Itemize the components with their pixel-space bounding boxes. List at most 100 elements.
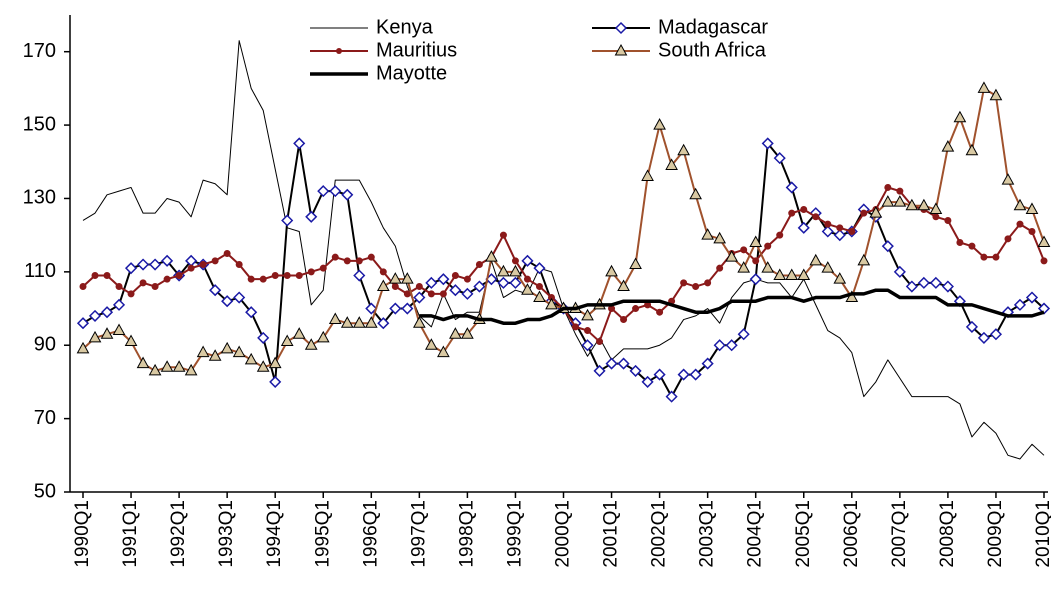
marker (989, 328, 1003, 341)
marker (317, 185, 330, 198)
marker (716, 264, 724, 272)
marker (245, 306, 258, 319)
y-tick-label: 110 (24, 260, 56, 282)
marker (88, 309, 102, 322)
marker (929, 202, 943, 214)
marker (929, 276, 942, 289)
marker (857, 253, 871, 266)
marker (689, 368, 702, 381)
marker (917, 198, 931, 211)
x-tick-label: 2001Q1 (601, 500, 622, 568)
x-tick-label: 1997Q1 (408, 500, 429, 568)
marker (355, 257, 363, 265)
marker (425, 338, 438, 350)
marker (764, 242, 772, 250)
x-tick-label: 1993Q1 (216, 500, 237, 568)
marker (965, 143, 979, 156)
marker (91, 272, 99, 280)
x-tick-label: 2000Q1 (553, 500, 574, 568)
marker (196, 345, 210, 358)
x-tick-label: 1991Q1 (120, 500, 141, 568)
marker (713, 231, 727, 244)
marker (365, 302, 378, 315)
marker (1004, 235, 1012, 243)
marker (497, 276, 510, 289)
marker (893, 265, 906, 278)
x-tick-label: 2008Q1 (937, 500, 958, 568)
marker (535, 283, 543, 291)
marker (340, 316, 354, 328)
marker (941, 140, 955, 152)
series-line (82, 87, 1045, 372)
marker (292, 327, 306, 339)
marker (187, 264, 195, 272)
marker (485, 250, 498, 262)
legend-label: Kenya (376, 16, 434, 38)
marker (499, 231, 507, 239)
y-tick-label: 70 (34, 407, 56, 429)
marker (88, 330, 102, 343)
marker (737, 261, 751, 273)
legend-marker (614, 21, 628, 35)
marker (293, 137, 306, 150)
marker (677, 143, 690, 156)
marker (773, 152, 786, 165)
marker (773, 268, 787, 281)
marker (341, 188, 354, 201)
marker (235, 261, 243, 269)
marker (449, 327, 462, 339)
marker (280, 334, 294, 347)
marker (533, 290, 546, 303)
marker (283, 272, 291, 280)
legend-label: Mayotte (376, 62, 447, 84)
marker (545, 297, 558, 310)
marker (449, 284, 462, 297)
x-tick-label: 1998Q1 (456, 500, 477, 568)
marker (884, 183, 892, 191)
marker (220, 341, 234, 354)
marker (223, 250, 231, 257)
marker (596, 338, 604, 346)
marker (641, 375, 654, 388)
marker (653, 118, 666, 130)
marker (593, 364, 606, 377)
marker (367, 253, 375, 261)
legend-marker (614, 43, 628, 56)
marker (629, 364, 642, 377)
marker (944, 216, 952, 224)
marker (343, 257, 351, 265)
marker (331, 253, 339, 261)
x-tick-label: 2006Q1 (841, 500, 862, 568)
series-line (419, 288, 1045, 325)
marker (509, 276, 522, 289)
marker (617, 279, 630, 292)
marker (824, 220, 832, 228)
marker (391, 283, 399, 291)
marker (833, 272, 847, 284)
x-tick-label: 2005Q1 (793, 500, 814, 568)
marker (665, 390, 678, 403)
y-tick-label: 170 (23, 40, 56, 62)
marker (584, 327, 592, 335)
marker (151, 283, 159, 291)
marker (725, 250, 739, 262)
marker (896, 187, 904, 195)
marker (821, 225, 834, 238)
marker (680, 279, 688, 287)
marker (689, 187, 702, 200)
marker (389, 302, 402, 315)
x-tick-label: 1994Q1 (264, 500, 285, 568)
marker (965, 320, 978, 333)
marker (785, 268, 799, 281)
marker (413, 291, 426, 304)
marker (1016, 220, 1024, 228)
x-tick-label: 1995Q1 (312, 500, 333, 568)
marker (797, 268, 811, 281)
marker (400, 272, 414, 284)
marker (137, 258, 150, 271)
marker (439, 290, 447, 298)
marker (316, 330, 330, 343)
marker (281, 214, 294, 227)
